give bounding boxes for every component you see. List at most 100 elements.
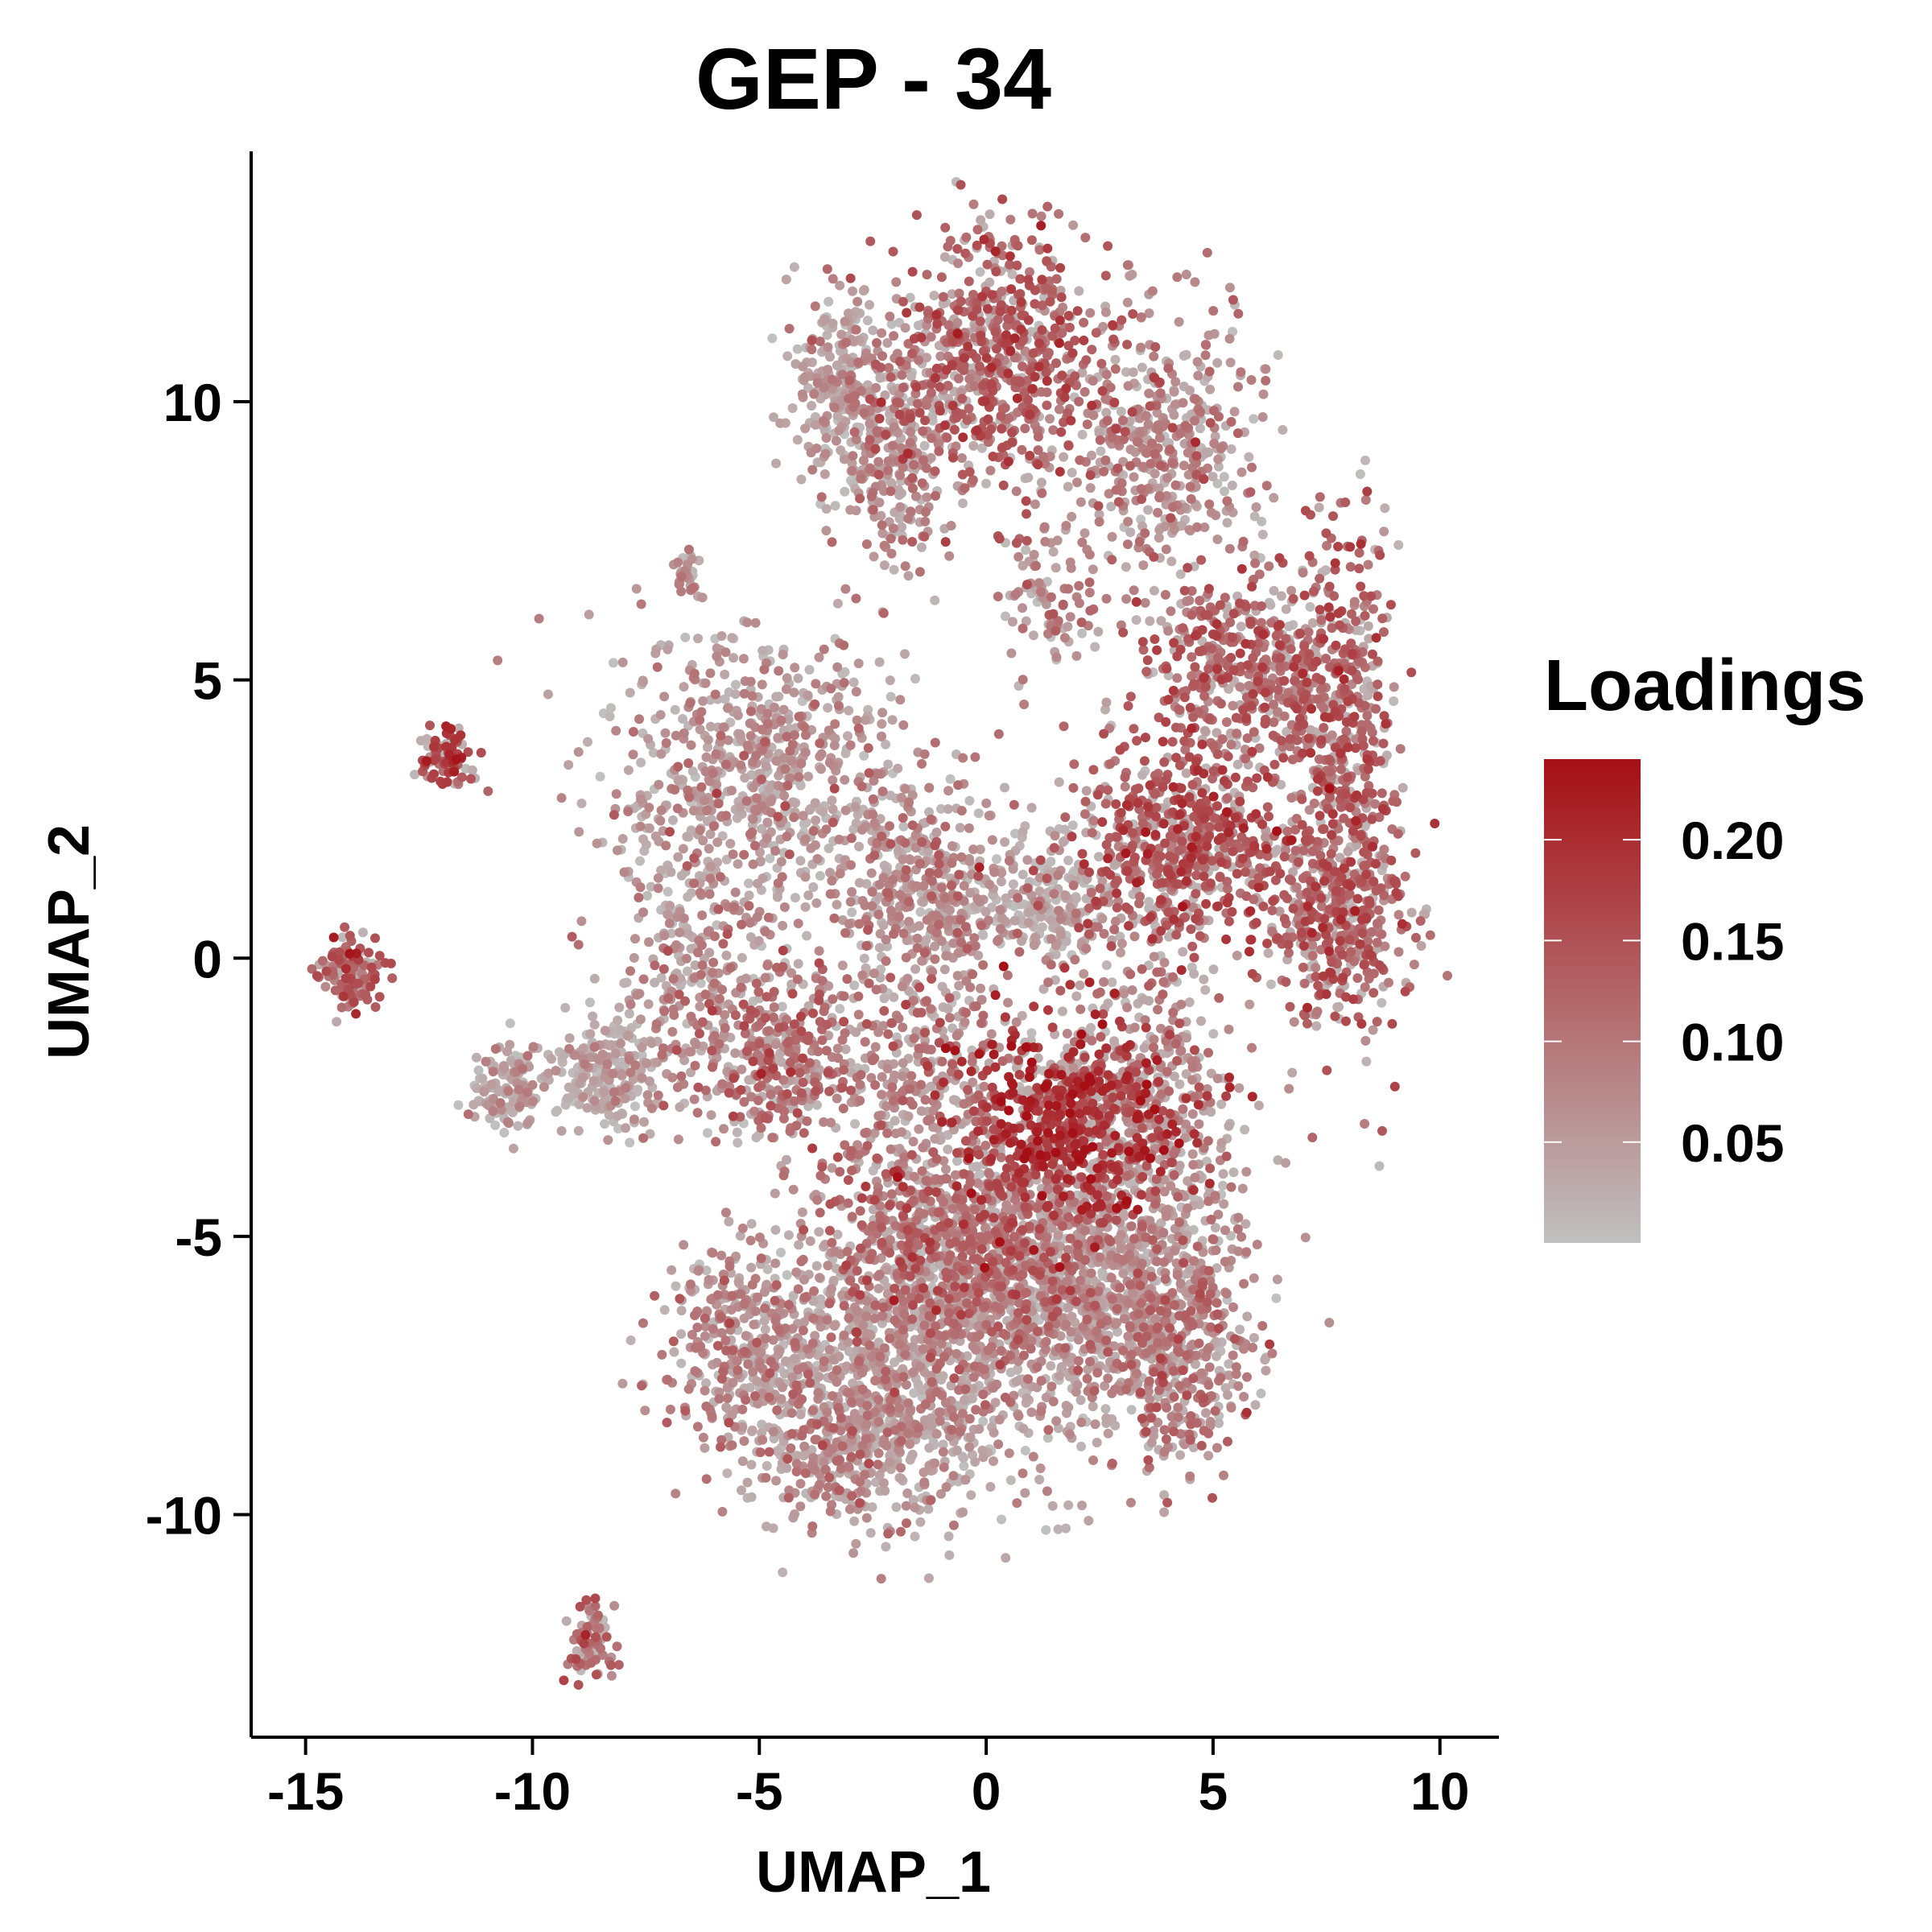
- cell-point: [859, 285, 869, 295]
- cell-point: [753, 878, 763, 889]
- cell-point: [1361, 1056, 1372, 1067]
- cell-point: [1067, 820, 1078, 831]
- cell-point: [706, 1110, 716, 1121]
- cell-point: [896, 1473, 906, 1484]
- cell-point: [1199, 974, 1209, 985]
- cell-point: [1075, 980, 1085, 990]
- cell-point: [765, 853, 775, 864]
- cell-point: [966, 1490, 976, 1501]
- cell-point: [797, 1207, 807, 1217]
- cell-point: [1020, 1446, 1030, 1455]
- cell-point: [1071, 894, 1081, 904]
- cell-point: [1219, 472, 1229, 482]
- cell-point: [1179, 351, 1189, 361]
- cell-point: [676, 870, 687, 881]
- cell-point: [1063, 1500, 1074, 1510]
- cell-point: [1216, 1137, 1227, 1148]
- cell-point: [1084, 1516, 1094, 1525]
- cell-point: [976, 443, 987, 453]
- cell-point: [1363, 621, 1373, 631]
- cell-point: [1101, 697, 1112, 708]
- cell-point: [976, 215, 986, 225]
- cell-point: [1116, 947, 1125, 958]
- cell-point: [803, 771, 813, 782]
- cell-point: [828, 804, 838, 815]
- cell-point: [1174, 1079, 1185, 1089]
- cell-point: [584, 997, 595, 1008]
- cell-point: [782, 351, 793, 361]
- cell-point: [682, 832, 692, 842]
- cell-point: [1058, 836, 1068, 847]
- cell-point: [1063, 855, 1073, 865]
- cell-point: [1212, 478, 1223, 489]
- cell-point: [1071, 991, 1082, 1001]
- cell-point: [1232, 759, 1243, 770]
- cell-point: [725, 839, 736, 848]
- cell-point: [955, 823, 965, 833]
- cell-point: [490, 1120, 501, 1130]
- cell-point: [782, 1269, 792, 1280]
- cell-point: [573, 1125, 584, 1136]
- cell-point: [771, 458, 781, 469]
- cell-point: [930, 1133, 940, 1144]
- cell-point: [499, 1128, 510, 1137]
- cell-point: [1094, 852, 1104, 862]
- cell-point: [737, 1456, 748, 1467]
- cell-point: [847, 907, 857, 918]
- cell-point: [505, 1018, 515, 1029]
- cell-point: [678, 714, 687, 724]
- cell-point: [762, 817, 773, 828]
- cell-point: [733, 859, 743, 869]
- cell-point: [1276, 779, 1286, 790]
- cell-point: [633, 1084, 643, 1095]
- cell-point: [958, 1507, 968, 1517]
- cell-point: [1188, 1443, 1199, 1453]
- cell-point: [1088, 1402, 1098, 1412]
- cell-point: [1107, 977, 1117, 988]
- cell-point: [824, 296, 834, 307]
- cell-point: [891, 1502, 902, 1513]
- cell-point: [915, 906, 926, 917]
- cell-point: [678, 844, 688, 854]
- cell-point: [683, 929, 693, 939]
- cell-point: [1208, 1029, 1219, 1039]
- cell-point: [1059, 452, 1069, 462]
- cell-point: [850, 802, 861, 812]
- cell-point: [1363, 690, 1373, 700]
- cell-point: [671, 1281, 681, 1291]
- cell-point: [1222, 518, 1232, 528]
- cell-point: [835, 1004, 845, 1014]
- cell-point: [1000, 837, 1010, 847]
- cell-point: [759, 1315, 770, 1326]
- cell-point: [1021, 545, 1031, 555]
- cell-point: [779, 1368, 790, 1379]
- cell-point: [614, 1002, 625, 1013]
- cell-point: [729, 653, 739, 663]
- cell-point: [1128, 367, 1138, 378]
- cell-point: [1281, 1158, 1290, 1168]
- cell-point: [898, 821, 909, 832]
- cell-point: [1001, 1553, 1011, 1563]
- cell-point: [643, 733, 654, 744]
- cell-point: [792, 344, 803, 354]
- cell-point: [1199, 725, 1210, 736]
- cell-point: [1110, 354, 1121, 365]
- cell-point: [473, 1065, 484, 1075]
- cell-point: [1051, 563, 1061, 573]
- cell-point: [642, 890, 652, 901]
- cell-point: [1101, 407, 1112, 418]
- cell-point: [1251, 502, 1261, 512]
- cell-point: [777, 1001, 787, 1012]
- cell-point: [943, 804, 953, 814]
- cell-point: [1138, 994, 1149, 1005]
- cell-point: [721, 854, 732, 865]
- cell-point: [782, 673, 792, 683]
- cell-point: [638, 675, 648, 686]
- cell-point: [944, 1550, 955, 1560]
- cell-point: [1077, 1501, 1087, 1511]
- cell-point: [1253, 1100, 1264, 1111]
- cell-point: [874, 657, 885, 667]
- cell-point: [1096, 446, 1106, 456]
- cell-point: [543, 689, 553, 700]
- cell-point: [827, 795, 837, 806]
